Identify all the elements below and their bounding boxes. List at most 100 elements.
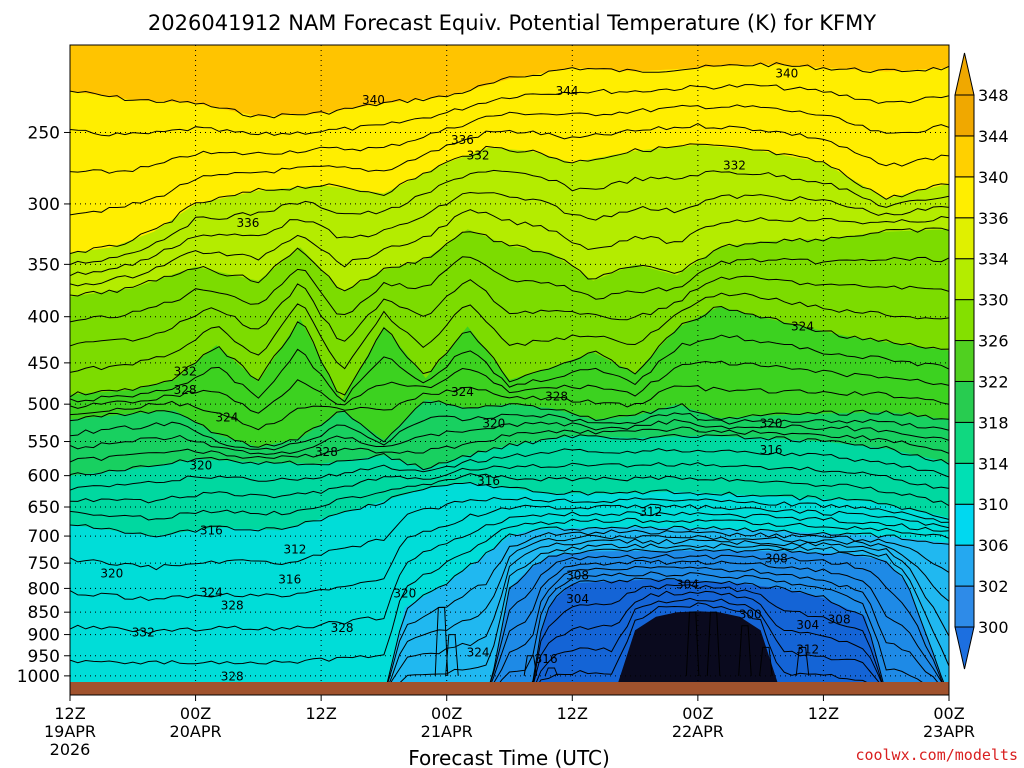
contour-label: 308 — [566, 568, 589, 582]
colorbar-label: 334 — [978, 250, 1009, 269]
contour-line — [70, 143, 949, 255]
contour-label: 304 — [676, 577, 699, 591]
contour-label: 320 — [100, 566, 123, 580]
contour-line — [70, 62, 949, 119]
contour-line — [387, 529, 949, 682]
x-tick-label: 12Z — [808, 704, 839, 723]
contour-label: 324 — [791, 319, 814, 333]
contour-line — [70, 503, 949, 601]
contour-label: 312 — [796, 643, 819, 657]
contour-label: 328 — [221, 670, 244, 684]
colorbar-swatch — [954, 94, 975, 137]
contour-line — [489, 553, 943, 682]
contour-label: 316 — [278, 572, 301, 586]
colorbar-label: 348 — [978, 86, 1009, 105]
x-tick-label: 00Z — [180, 704, 211, 723]
contour-line — [70, 169, 949, 266]
y-tick-label: 400 — [28, 308, 60, 328]
colorbar-label: 310 — [978, 495, 1009, 514]
contour-label: 328 — [315, 445, 338, 459]
contour-label: 312 — [284, 542, 307, 556]
y-tick-label: 300 — [28, 195, 60, 215]
contour-label: 316 — [535, 652, 558, 666]
colorbar-label: 302 — [978, 577, 1009, 596]
colorbar-label: 322 — [978, 372, 1009, 391]
x-tick-label: 22APR — [672, 722, 724, 741]
contour-line — [70, 448, 949, 491]
x-tick-label: 19APR — [44, 722, 96, 741]
contour-label: 328 — [174, 383, 197, 397]
contour-line — [70, 473, 949, 521]
contour-label: 316 — [477, 474, 500, 488]
contour-line — [389, 534, 949, 682]
contour-line — [70, 385, 949, 431]
colorbar-swatch — [954, 380, 975, 423]
contour-label: 344 — [556, 84, 579, 98]
contour-line — [759, 646, 773, 676]
contour-label: 304 — [566, 592, 589, 606]
contour-line — [70, 123, 949, 216]
y-tick-label: 700 — [28, 527, 60, 547]
contour-line — [489, 548, 945, 682]
contour-line — [532, 584, 883, 682]
colorbar-swatch — [954, 585, 975, 628]
contour-label: 320 — [482, 416, 505, 430]
colorbar-label: 344 — [978, 127, 1009, 146]
contour-line — [70, 481, 949, 538]
contour-line — [399, 543, 949, 682]
colorbar-swatch — [954, 462, 975, 505]
contour-label: 320 — [189, 459, 212, 473]
contour-line — [531, 577, 884, 682]
contour-label: 316 — [760, 443, 783, 457]
contour-label: 332 — [174, 364, 197, 378]
y-tick-label: 650 — [28, 498, 60, 518]
contour-line — [70, 426, 949, 463]
colorbar-swatch — [954, 258, 975, 301]
colorbar-swatch — [954, 421, 975, 464]
contour-line — [499, 571, 923, 682]
colorbar-swatch — [954, 217, 975, 260]
x-tick-label: 23APR — [923, 722, 975, 741]
contour-line — [70, 412, 949, 451]
contour-label: 324 — [200, 585, 223, 599]
contour-line — [706, 611, 721, 676]
y-tick-label: 1000 — [17, 667, 60, 687]
contour-label: 336 — [236, 216, 259, 230]
contour-line — [70, 191, 949, 277]
colorbar-label: 306 — [978, 536, 1009, 555]
x-axis-label: Forecast Time (UTC) — [408, 746, 610, 768]
contour-line — [795, 646, 810, 676]
y-tick-label: 500 — [28, 395, 60, 415]
colorbar-label: 326 — [978, 332, 1009, 351]
colorbar-label: 318 — [978, 413, 1009, 432]
contour-label: 328 — [545, 389, 568, 403]
contour-label: 324 — [467, 645, 490, 659]
y-tick-label: 800 — [28, 579, 60, 599]
contour-label: 340 — [775, 66, 798, 80]
contour-label: 328 — [221, 599, 244, 613]
contour-label: 300 — [739, 607, 762, 621]
contour-line — [491, 559, 943, 682]
contour-line — [70, 462, 949, 504]
colorbar-swatch — [954, 135, 975, 178]
x-tick-label: 00Z — [682, 704, 713, 723]
contour-line — [434, 607, 449, 676]
plot-border — [69, 44, 950, 696]
contour-line — [70, 418, 949, 455]
contour-label: 304 — [796, 618, 819, 632]
contour-line — [390, 538, 949, 682]
contour-line — [70, 305, 949, 398]
colorbar-label: 340 — [978, 168, 1009, 187]
contour-line — [70, 360, 949, 414]
contour-line — [544, 667, 559, 677]
contour-line — [70, 517, 949, 665]
x-tick-label: 12Z — [557, 704, 588, 723]
contour-line — [70, 400, 949, 448]
contour-line — [70, 84, 949, 137]
contour-label: 308 — [828, 612, 851, 626]
y-tick-label: 750 — [28, 554, 60, 574]
x-tick-label: 00Z — [933, 704, 964, 723]
